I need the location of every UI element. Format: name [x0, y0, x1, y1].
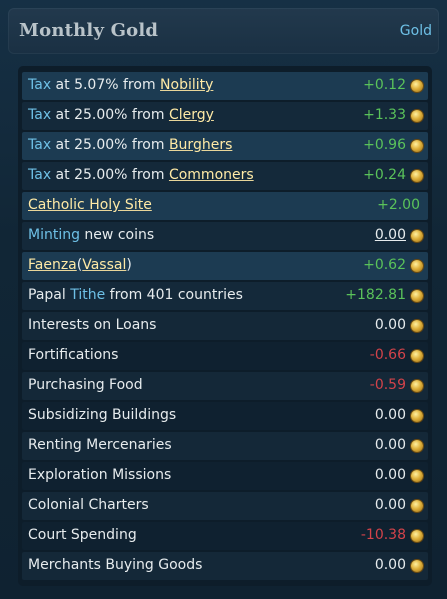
- row-label: Tax at 5.07% from Nobility: [28, 77, 214, 93]
- list-item-court-spending[interactable]: Court Spending -10.38: [22, 522, 428, 550]
- list-item-purchasing-food[interactable]: Purchasing Food -0.59: [22, 372, 428, 400]
- row-value: +0.62: [363, 257, 406, 273]
- list-item-holy-site[interactable]: Catholic Holy Site +2.00: [22, 192, 428, 220]
- tax-keyword[interactable]: Tax: [28, 167, 52, 183]
- row-label: Tax at 25.00% from Commoners: [28, 167, 254, 183]
- row-label: Tax at 25.00% from Clergy: [28, 107, 214, 123]
- list-item-tax-clergy[interactable]: Tax at 25.00% from Clergy +1.33: [22, 102, 428, 130]
- income-expense-list: Tax at 5.07% from Nobility +0.12 Tax at …: [18, 66, 432, 586]
- gold-coin-icon: [411, 320, 423, 332]
- row-label: Tax at 25.00% from Burghers: [28, 137, 233, 153]
- row-value: 0.00: [374, 497, 406, 513]
- row-value: 0.00: [374, 467, 406, 483]
- row-label: Merchants Buying Goods: [28, 557, 203, 573]
- row-value: +2.00: [377, 197, 420, 213]
- gold-coin-icon: [411, 80, 423, 92]
- row-label: Fortifications: [28, 347, 119, 363]
- list-item-vassal[interactable]: Faenza(Vassal) +0.62: [22, 252, 428, 280]
- row-value: 0.00: [374, 407, 406, 423]
- gold-coin-icon: [411, 410, 423, 422]
- row-label: Court Spending: [28, 527, 137, 543]
- list-item-tax-commoners[interactable]: Tax at 25.00% from Commoners +0.24: [22, 162, 428, 190]
- country-link-faenza[interactable]: Faenza: [28, 257, 77, 273]
- list-item-renting-mercenaries[interactable]: Renting Mercenaries 0.00: [22, 432, 428, 460]
- estate-link-burghers[interactable]: Burghers: [168, 137, 233, 153]
- holy-site-link[interactable]: Catholic Holy Site: [28, 197, 152, 213]
- gold-coin-icon: [411, 500, 423, 512]
- estate-link-commoners[interactable]: Commoners: [168, 167, 254, 183]
- gold-coin-icon: [411, 470, 423, 482]
- list-item-exploration-missions[interactable]: Exploration Missions 0.00: [22, 462, 428, 490]
- vassal-link[interactable]: Vassal: [82, 257, 127, 273]
- gold-coin-icon: [411, 140, 423, 152]
- row-value: -0.59: [369, 377, 406, 393]
- list-item-merchants-buying-goods[interactable]: Merchants Buying Goods 0.00: [22, 552, 428, 580]
- row-value: -10.38: [360, 527, 406, 543]
- row-value: 0.00: [374, 557, 406, 573]
- gold-coin-icon: [411, 230, 423, 242]
- panel-title: Monthly Gold: [19, 20, 159, 41]
- row-value: +182.81: [345, 287, 406, 303]
- gold-coin-icon: [411, 260, 423, 272]
- minting-value[interactable]: 0.00: [374, 227, 406, 243]
- row-label: Minting new coins: [28, 227, 155, 243]
- row-value: 0.00: [374, 437, 406, 453]
- row-label: Interests on Loans: [28, 317, 157, 333]
- list-item-minting[interactable]: Minting new coins 0.00: [22, 222, 428, 250]
- gold-coin-icon: [411, 290, 423, 302]
- list-item-tax-nobility[interactable]: Tax at 5.07% from Nobility +0.12: [22, 72, 428, 100]
- row-label: Catholic Holy Site: [28, 197, 152, 213]
- estate-link-clergy[interactable]: Clergy: [168, 107, 214, 123]
- list-item-tax-burghers[interactable]: Tax at 25.00% from Burghers +0.96: [22, 132, 428, 160]
- gold-coin-icon: [411, 110, 423, 122]
- row-value: +0.96: [363, 137, 406, 153]
- estate-link-nobility[interactable]: Nobility: [160, 77, 214, 93]
- gold-coin-icon: [411, 530, 423, 542]
- row-label: Papal Tithe from 401 countries: [28, 287, 243, 303]
- row-value: 0.00: [374, 317, 406, 333]
- row-value: +1.33: [363, 107, 406, 123]
- list-item-papal-tithe[interactable]: Papal Tithe from 401 countries +182.81: [22, 282, 428, 310]
- row-value: +0.12: [363, 77, 406, 93]
- list-item-fortifications[interactable]: Fortifications -0.66: [22, 342, 428, 370]
- row-label: Renting Mercenaries: [28, 437, 172, 453]
- tax-keyword[interactable]: Tax: [28, 107, 52, 123]
- row-label: Subsidizing Buildings: [28, 407, 177, 423]
- currency-label[interactable]: Gold: [399, 23, 432, 39]
- row-label: Exploration Missions: [28, 467, 172, 483]
- gold-coin-icon: [411, 380, 423, 392]
- gold-coin-icon: [411, 440, 423, 452]
- row-label: Purchasing Food: [28, 377, 143, 393]
- minting-keyword[interactable]: Minting: [28, 227, 80, 243]
- tithe-keyword[interactable]: Tithe: [70, 287, 106, 303]
- tax-keyword[interactable]: Tax: [28, 77, 52, 93]
- row-label: Colonial Charters: [28, 497, 149, 513]
- gold-coin-icon: [411, 170, 423, 182]
- gold-coin-icon: [411, 560, 423, 572]
- list-item-colonial-charters[interactable]: Colonial Charters 0.00: [22, 492, 428, 520]
- panel-header: Monthly Gold Gold: [8, 8, 439, 54]
- row-value: -0.66: [369, 347, 406, 363]
- tax-keyword[interactable]: Tax: [28, 137, 52, 153]
- list-item-interests-on-loans[interactable]: Interests on Loans 0.00: [22, 312, 428, 340]
- gold-coin-icon: [411, 350, 423, 362]
- row-label: Faenza(Vassal): [28, 257, 132, 273]
- list-item-subsidizing-buildings[interactable]: Subsidizing Buildings 0.00: [22, 402, 428, 430]
- row-value: +0.24: [363, 167, 406, 183]
